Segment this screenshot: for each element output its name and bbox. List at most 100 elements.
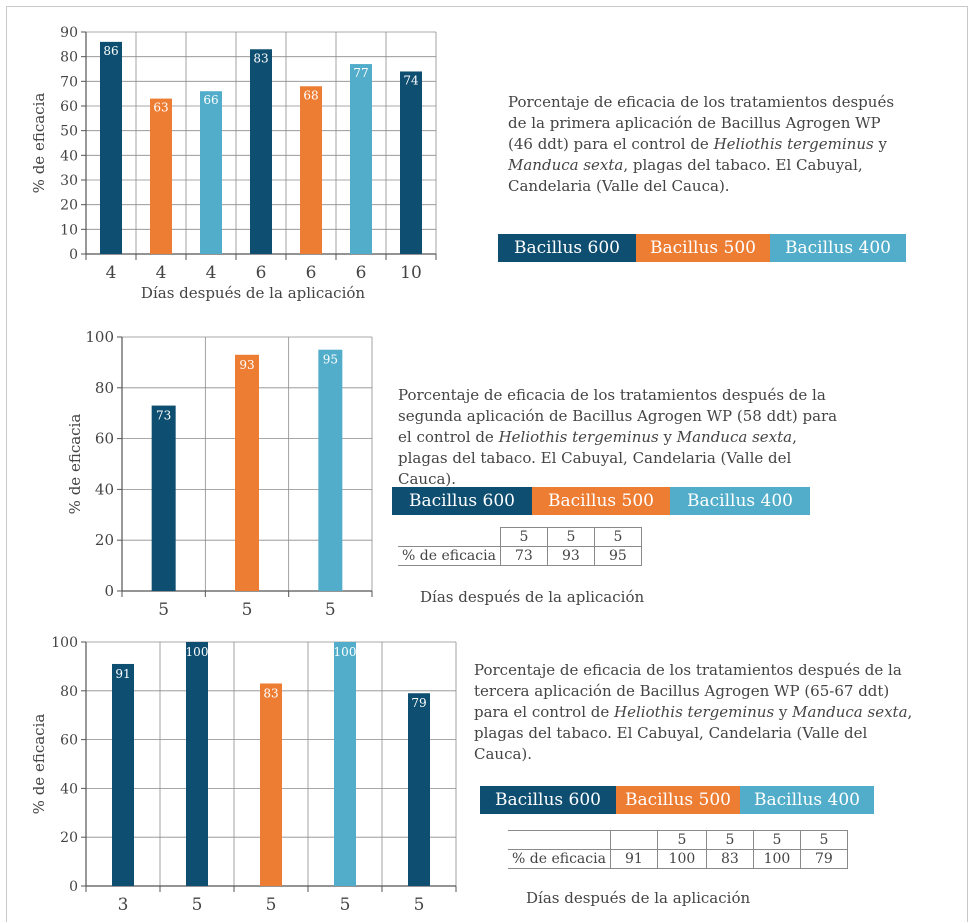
x-category-label: 5: [340, 895, 351, 912]
chart-2: 0 20 40 60 80 100 73 5 93 5 95 5 % de eficacia: [66, 328, 373, 615]
table-row-label: % de eficacia: [398, 546, 501, 566]
x-category-label: 6: [256, 263, 267, 283]
table-cell: 73: [499, 546, 548, 566]
x-category-label: 5: [158, 600, 169, 615]
table-header-cell: 5: [656, 830, 707, 850]
y-tick-label: 80: [60, 50, 78, 66]
y-axis-label: % de eficacia: [66, 414, 84, 515]
table-header-row: 5 5 5: [398, 527, 642, 547]
legend-1-bacillus-400: Bacillus 400: [770, 234, 906, 262]
y-tick-label: 100: [51, 635, 78, 651]
legend-3-bacillus-500: Bacillus 500: [616, 786, 740, 814]
caption-3: Porcentaje de eficacia de los tratamient…: [474, 660, 924, 765]
table-header-cell: 5: [593, 527, 642, 547]
y-tick-label: 40: [60, 781, 78, 797]
table-cell: 100: [752, 849, 801, 869]
bar-value-label: 79: [411, 696, 426, 710]
table-3-caption: Días después de la aplicación: [526, 889, 751, 907]
bar: [318, 349, 343, 591]
bar-value-label: 93: [239, 358, 254, 372]
y-tick-label: 20: [60, 198, 78, 214]
caption-3-tail: , plagas del tabaco. El Cabuyal, Candela…: [474, 703, 913, 763]
caption-2-species-1: Heliothis tergeminus: [498, 428, 659, 446]
x-axis-label: Días después de la aplicación: [141, 284, 365, 302]
caption-2-species-2: Manduca sexta: [676, 428, 793, 446]
legend-1: Bacillus 600 Bacillus 500 Bacillus 400: [498, 234, 906, 262]
bar: [400, 71, 422, 254]
y-tick-label: 90: [60, 25, 78, 41]
y-axis-label: % de eficacia: [30, 714, 48, 815]
bar-value-label: 74: [403, 73, 419, 87]
legend-3: Bacillus 600 Bacillus 500 Bacillus 400: [480, 786, 874, 814]
y-axis-label: % de eficacia: [30, 93, 48, 194]
y-tick-label: 40: [95, 480, 114, 498]
bar-value-label: 77: [353, 66, 368, 80]
y-tick-label: 20: [60, 830, 78, 846]
bar-value-label: 95: [323, 353, 338, 367]
bar-value-label: 63: [153, 101, 168, 115]
caption-1-species-2: Manduca sexta: [508, 156, 624, 174]
table-corner: [398, 527, 501, 547]
data-table-3: 5 5 5 5 % de eficacia 91 100 83 100 79: [508, 830, 848, 869]
table-header-cell: 5: [752, 830, 801, 850]
caption-1-species-1: Heliothis tergeminus: [713, 135, 874, 153]
table-row: % de eficacia 91 100 83 100 79: [508, 849, 848, 869]
table-blank-cell: [609, 830, 658, 850]
legend-3-bacillus-600: Bacillus 600: [480, 786, 616, 814]
chart-1: 0 10 20 30 40 50 60 70 80 90 86 4 63 4 66 4 83 6 68 6 77 6 74 1…: [30, 25, 437, 302]
x-category-label: 5: [266, 895, 277, 912]
x-category-label: 6: [356, 263, 367, 283]
legend-1-bacillus-600: Bacillus 600: [498, 234, 636, 262]
x-category-label: 4: [106, 263, 117, 283]
legend-2-bacillus-600: Bacillus 600: [392, 487, 532, 515]
bar: [250, 49, 272, 255]
x-category-label: 3: [118, 895, 129, 912]
table-cell: 83: [705, 849, 754, 869]
bar: [100, 41, 122, 254]
table-cell: 100: [656, 849, 707, 869]
bar: [235, 354, 259, 591]
bar-value-label: 83: [253, 51, 268, 65]
bar-value-label: 86: [103, 44, 118, 58]
bar-value-label: 66: [203, 93, 218, 107]
table-2-caption: Días después de la aplicación: [420, 588, 645, 606]
table-corner: [508, 830, 611, 850]
table-row: % de eficacia 73 93 95: [398, 546, 642, 566]
table-header-cell: 5: [705, 830, 754, 850]
table-cell: 95: [593, 546, 642, 566]
y-tick-label: 80: [60, 684, 78, 700]
table-header-row: 5 5 5 5: [508, 830, 848, 850]
caption-3-text: Porcentaje de eficacia de los tratamient…: [474, 661, 902, 721]
x-category-label: 5: [242, 600, 253, 615]
legend-2-bacillus-500: Bacillus 500: [532, 487, 670, 515]
bar: [151, 405, 176, 591]
bar-value-label: 73: [156, 409, 171, 423]
table-cell: 91: [609, 849, 658, 869]
y-tick-label: 10: [60, 222, 78, 238]
y-tick-label: 60: [95, 430, 114, 448]
caption-1-join: y: [873, 135, 887, 153]
y-tick-label: 20: [95, 531, 114, 549]
legend-2-bacillus-400: Bacillus 400: [670, 487, 810, 515]
data-table-2: 5 5 5 % de eficacia 73 93 95: [398, 527, 642, 566]
y-tick-label: 50: [60, 124, 78, 140]
bar: [350, 64, 372, 254]
bar-value-label: 100: [334, 645, 357, 659]
bar: [186, 642, 208, 886]
caption-2: Porcentaje de eficacia de los tratamient…: [398, 385, 838, 490]
x-category-label: 4: [206, 263, 217, 283]
y-tick-label: 0: [69, 879, 78, 895]
table-header-cell: 5: [799, 830, 848, 850]
figure-frame: [6, 6, 968, 922]
table-row-label: % de eficacia: [508, 849, 611, 869]
bar-value-label: 91: [115, 667, 130, 681]
bar-value-label: 100: [186, 645, 209, 659]
x-category-label: 5: [325, 600, 336, 615]
caption-3-species-2: Manduca sexta: [792, 703, 908, 721]
legend-2: Bacillus 600 Bacillus 500 Bacillus 400: [392, 487, 810, 515]
caption-2-join: y: [658, 428, 677, 446]
bar: [150, 98, 172, 254]
legend-1-bacillus-500: Bacillus 500: [636, 234, 770, 262]
caption-3-species-1: Heliothis tergeminus: [614, 703, 775, 721]
y-tick-label: 100: [85, 328, 114, 346]
